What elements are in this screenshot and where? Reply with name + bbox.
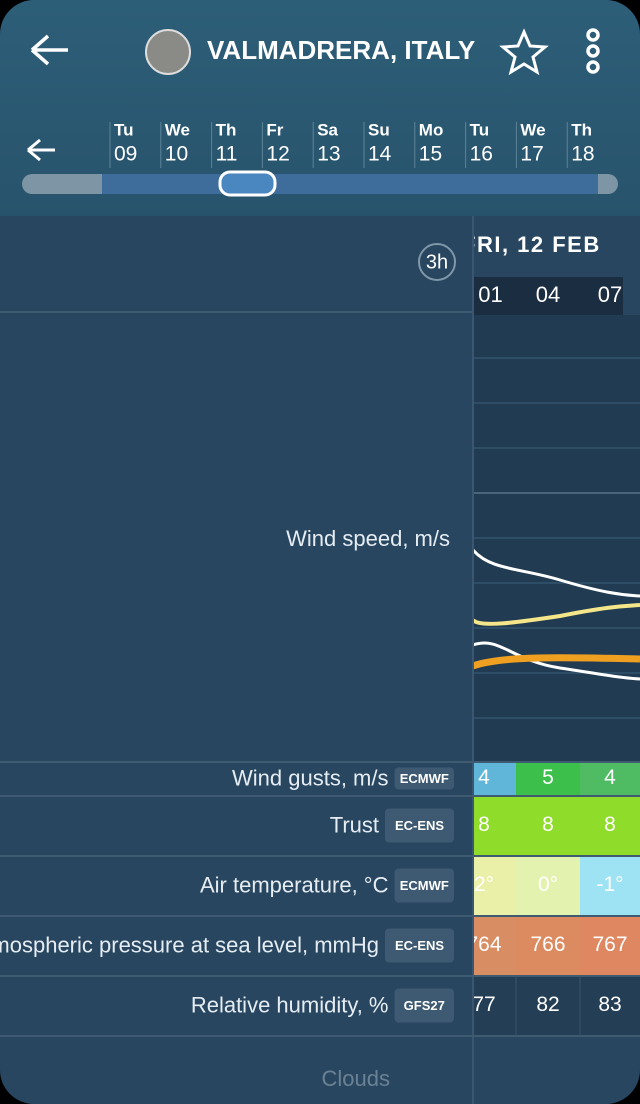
model-badge	[394, 988, 454, 1023]
cell-value: 8	[478, 813, 490, 836]
cell-value: 4	[478, 766, 490, 789]
wind-line-ecmwf	[473, 654, 640, 670]
cell-bg	[516, 917, 580, 975]
cell-bg	[516, 763, 580, 795]
model-label: ECMWF	[400, 878, 449, 893]
day-date: 18	[571, 143, 594, 166]
model-badge	[385, 808, 454, 843]
interval-button[interactable]	[418, 243, 456, 281]
day-weekday: Tu	[114, 120, 134, 139]
row-label: Trust	[330, 812, 379, 837]
back-button[interactable]	[30, 34, 68, 66]
favorite-button[interactable]	[499, 28, 549, 76]
cell-bg	[580, 763, 640, 795]
wind-line-lower	[473, 641, 640, 681]
location-avatar	[145, 29, 191, 75]
row-label: Relative humidity, %	[191, 992, 389, 1017]
day-date: 17	[520, 143, 543, 166]
day-weekday: We	[165, 120, 190, 139]
menu-button[interactable]	[586, 28, 600, 74]
day-weekday: Fr	[266, 120, 283, 139]
model-badge	[394, 767, 454, 790]
model-badge	[394, 868, 454, 903]
cell-value: -1°	[596, 873, 623, 896]
cell-bg	[580, 917, 640, 975]
cell-bg	[473, 797, 516, 855]
cell-value: 2°	[474, 873, 494, 896]
cell-value: 8	[542, 813, 554, 836]
timeline-selector[interactable]	[218, 170, 277, 197]
day-weekday: Th	[571, 120, 592, 139]
cell-bg	[473, 977, 516, 1035]
panel-date: FRI, 12 FEB	[462, 232, 601, 257]
cell-bg	[580, 977, 640, 1035]
day-date: 15	[419, 143, 442, 166]
timeline-range	[102, 174, 598, 194]
hours-bg	[473, 277, 623, 315]
cell-value: 82	[536, 993, 559, 1016]
cell-value: 767	[592, 933, 627, 956]
prev-button[interactable]	[27, 138, 55, 162]
day-weekday: Th	[216, 120, 237, 139]
cell-value: 766	[530, 933, 565, 956]
cell-bg	[580, 857, 640, 915]
cell-value: 0°	[538, 873, 558, 896]
cell-bg	[516, 857, 580, 915]
cell-value: 77	[472, 993, 495, 1016]
hour-label: 04	[536, 282, 560, 307]
cell-bg	[473, 917, 516, 975]
day-date: 14	[368, 143, 392, 166]
row-label: Clouds	[322, 1066, 390, 1091]
wind-line-mean	[473, 603, 640, 626]
row-label: Air temperature, °C	[200, 872, 389, 897]
interval-label: 3h	[426, 251, 448, 273]
cell-value: 8	[604, 813, 616, 836]
day-date: 10	[165, 143, 188, 166]
day-weekday: Sa	[317, 120, 338, 139]
day-weekday: Mo	[419, 120, 444, 139]
model-label: GFS27	[404, 998, 445, 1013]
cell-value: 5	[542, 766, 554, 789]
day-date: 12	[266, 143, 289, 166]
day-weekday: Tu	[470, 120, 490, 139]
day-date: 09	[114, 143, 137, 166]
model-label: ECMWF	[400, 771, 449, 786]
hour-label: 07	[598, 282, 622, 307]
day-weekday: We	[520, 120, 545, 139]
cell-bg	[580, 797, 640, 855]
cell-bg	[516, 797, 580, 855]
model-label: EC-ENS	[395, 818, 444, 833]
cell-bg	[473, 857, 516, 915]
day-date: 11	[216, 143, 238, 166]
hour-label: 01	[478, 282, 502, 307]
model-label: EC-ENS	[395, 938, 444, 953]
row-label: Atmospheric pressure at sea level, mmHg	[0, 932, 379, 957]
cell-value: 764	[466, 933, 501, 956]
cell-value: 83	[598, 993, 621, 1016]
cell-bg	[473, 763, 516, 795]
wind-line-upper	[473, 548, 640, 598]
cell-bg	[516, 977, 580, 1035]
day-date: 16	[470, 143, 493, 166]
location-title: VALMADRERA, ITALY	[207, 35, 475, 65]
day-date: 13	[317, 143, 340, 166]
cell-value: 4	[604, 766, 616, 789]
day-weekday: Su	[368, 120, 390, 139]
model-badge	[385, 928, 454, 963]
chart-label: Wind speed, m/s	[286, 526, 450, 551]
row-label: Wind gusts, m/s	[232, 765, 388, 790]
